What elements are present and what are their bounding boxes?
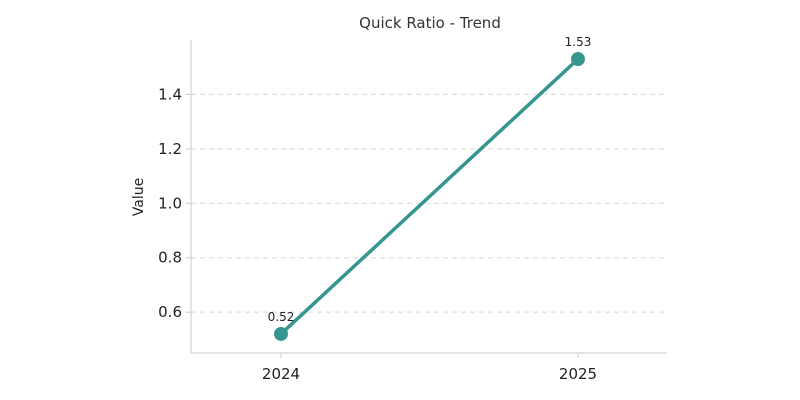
grid-layer <box>191 93 667 313</box>
y-axis-label: Value <box>131 178 147 216</box>
y-tick-label: 0.6 <box>158 303 182 321</box>
series-line <box>279 57 580 336</box>
data-label-2024: 0.52 <box>268 310 295 324</box>
chart-title: Quick Ratio - Trend <box>359 14 501 32</box>
series-layer <box>274 52 585 341</box>
data-point-2025 <box>571 52 585 67</box>
x-tick-label: 2024 <box>262 365 300 383</box>
y-tick-label: 1.2 <box>158 140 182 158</box>
label-layer: 0.52 1.53 <box>268 35 592 324</box>
axis-layer: 0.6 0.8 1.0 1.2 1.4 2024 2025 <box>158 40 667 383</box>
y-tick-label: 1.4 <box>158 85 182 103</box>
y-tick-label: 1.0 <box>158 194 182 212</box>
data-point-2024 <box>274 326 288 341</box>
x-tick-label: 2025 <box>559 365 597 383</box>
data-label-2025: 1.53 <box>565 35 592 49</box>
y-tick-label: 0.8 <box>158 249 182 267</box>
